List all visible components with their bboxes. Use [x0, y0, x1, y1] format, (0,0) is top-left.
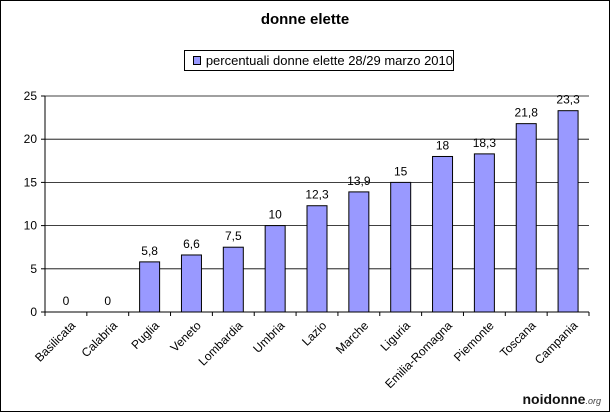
data-label: 18,3: [473, 136, 497, 150]
bar: [222, 246, 244, 313]
bar: [390, 181, 412, 313]
x-tick-label: Lazio: [299, 318, 329, 348]
data-label: 21,8: [515, 106, 539, 120]
chart-title: donne elette: [260, 11, 350, 28]
y-tick-label: 20: [24, 132, 38, 146]
data-label: 12,3: [305, 188, 329, 202]
x-tick-label: Marche: [333, 318, 371, 356]
data-label: 0: [63, 294, 70, 308]
bar: [306, 205, 328, 313]
data-label: 13,9: [347, 174, 371, 188]
bar: [180, 254, 202, 313]
y-tick-label: 10: [24, 219, 38, 233]
y-tick-label: 5: [30, 262, 37, 276]
data-label: 15: [394, 164, 408, 178]
x-tick-label: Veneto: [167, 318, 204, 355]
y-tick-label: 15: [24, 175, 38, 189]
x-tick-label: Liguria: [378, 318, 414, 354]
x-tick-label: Lombardia: [196, 318, 246, 368]
bar: [473, 153, 495, 313]
data-label: 6,6: [183, 237, 200, 251]
y-tick-label: 25: [24, 89, 38, 103]
site-logo: noidonne.org: [522, 391, 601, 407]
x-tick-label: Basilicata: [32, 318, 78, 364]
x-tick-label: Puglia: [128, 318, 162, 352]
logo-main: noidonne: [522, 391, 586, 407]
data-label: 18: [436, 138, 450, 152]
data-label: 10: [268, 208, 282, 222]
logo-suffix: .org: [585, 396, 601, 406]
x-tick-label: Toscana: [497, 318, 539, 360]
legend: percentuali donne elette 28/29 marzo 201…: [184, 50, 454, 71]
data-label: 0: [104, 294, 111, 308]
bar: [557, 110, 579, 313]
legend-swatch: [193, 56, 201, 65]
data-label: 7,5: [225, 229, 242, 243]
x-tick-label: Piemonte: [451, 318, 497, 364]
x-tick-label: Calabria: [79, 318, 121, 360]
x-tick-label: Campania: [532, 318, 581, 367]
y-tick-label: 0: [30, 305, 37, 319]
legend-label: percentuali donne elette 28/29 marzo 201…: [205, 53, 453, 68]
bar: [139, 261, 161, 313]
data-label: 5,8: [141, 244, 158, 258]
bar: [515, 123, 537, 313]
data-label: 23,3: [556, 93, 580, 107]
bar: [264, 225, 286, 313]
x-tick-label: Umbria: [250, 318, 287, 355]
bar: [348, 191, 370, 313]
bar: [432, 155, 454, 313]
